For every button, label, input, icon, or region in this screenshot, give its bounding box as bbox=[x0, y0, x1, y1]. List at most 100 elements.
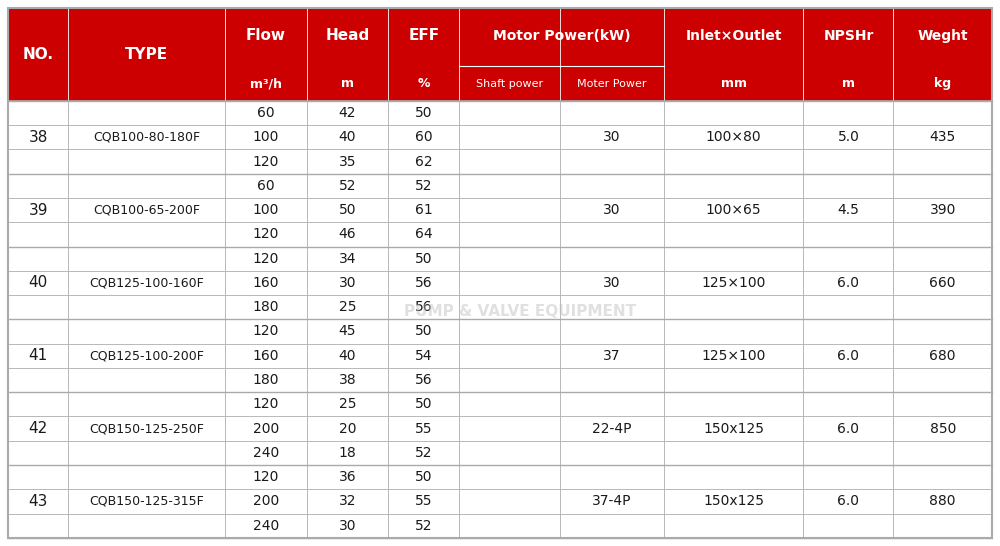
Bar bbox=[307, 465, 388, 489]
Bar bbox=[307, 417, 388, 441]
Bar bbox=[664, 368, 803, 392]
Bar bbox=[225, 295, 307, 319]
Bar bbox=[664, 392, 803, 417]
Bar bbox=[225, 247, 307, 271]
Text: 5.0: 5.0 bbox=[838, 130, 859, 144]
Bar bbox=[307, 295, 388, 319]
Bar bbox=[459, 417, 560, 441]
Bar bbox=[388, 465, 459, 489]
Bar bbox=[459, 271, 560, 295]
Text: 200: 200 bbox=[253, 494, 279, 508]
Bar bbox=[459, 368, 560, 392]
Bar bbox=[893, 295, 992, 319]
Text: 120: 120 bbox=[253, 470, 279, 484]
Bar bbox=[388, 514, 459, 538]
Text: 22-4P: 22-4P bbox=[592, 422, 631, 436]
Text: 45: 45 bbox=[339, 324, 356, 339]
Bar bbox=[225, 319, 307, 343]
Bar bbox=[459, 125, 560, 150]
Text: 55: 55 bbox=[415, 494, 432, 508]
Text: 52: 52 bbox=[415, 519, 432, 533]
Bar bbox=[459, 319, 560, 343]
Bar bbox=[664, 489, 803, 514]
Text: 240: 240 bbox=[253, 519, 279, 533]
Bar bbox=[560, 150, 664, 174]
Bar bbox=[8, 465, 68, 489]
Bar bbox=[560, 392, 664, 417]
Bar bbox=[803, 247, 893, 271]
Bar bbox=[803, 295, 893, 319]
Text: 30: 30 bbox=[339, 276, 356, 290]
Bar bbox=[459, 174, 560, 198]
Text: 40: 40 bbox=[339, 130, 356, 144]
Bar bbox=[893, 198, 992, 222]
Bar bbox=[225, 514, 307, 538]
Bar bbox=[225, 271, 307, 295]
Bar bbox=[68, 125, 225, 150]
Bar bbox=[388, 392, 459, 417]
Bar bbox=[8, 343, 68, 368]
Bar bbox=[803, 465, 893, 489]
Bar bbox=[803, 368, 893, 392]
Bar bbox=[307, 441, 388, 465]
Bar bbox=[307, 8, 388, 101]
Text: 50: 50 bbox=[415, 106, 432, 120]
Bar bbox=[459, 514, 560, 538]
Bar bbox=[307, 489, 388, 514]
Bar bbox=[225, 101, 307, 125]
Text: Inlet×Outlet: Inlet×Outlet bbox=[685, 29, 782, 43]
Bar bbox=[459, 101, 560, 125]
Text: 37: 37 bbox=[603, 349, 620, 363]
Text: 160: 160 bbox=[253, 349, 279, 363]
Bar bbox=[225, 150, 307, 174]
Text: 32: 32 bbox=[339, 494, 356, 508]
Text: 30: 30 bbox=[603, 130, 620, 144]
Bar bbox=[388, 441, 459, 465]
Text: 37-4P: 37-4P bbox=[592, 494, 631, 508]
Bar bbox=[664, 150, 803, 174]
Bar bbox=[459, 441, 560, 465]
Text: PUMP & VALVE EQUIPMENT: PUMP & VALVE EQUIPMENT bbox=[404, 304, 636, 319]
Text: 200: 200 bbox=[253, 422, 279, 436]
Text: 56: 56 bbox=[415, 276, 433, 290]
Bar bbox=[893, 174, 992, 198]
Bar bbox=[560, 174, 664, 198]
Bar bbox=[893, 392, 992, 417]
Text: 56: 56 bbox=[415, 373, 433, 387]
Bar bbox=[388, 150, 459, 174]
Text: m³/h: m³/h bbox=[250, 78, 282, 91]
Bar bbox=[307, 125, 388, 150]
Text: 680: 680 bbox=[929, 349, 956, 363]
Bar bbox=[459, 198, 560, 222]
Bar bbox=[307, 514, 388, 538]
Bar bbox=[225, 392, 307, 417]
Bar bbox=[893, 101, 992, 125]
Bar bbox=[307, 150, 388, 174]
Text: 120: 120 bbox=[253, 155, 279, 169]
Text: 850: 850 bbox=[930, 422, 956, 436]
Bar bbox=[459, 295, 560, 319]
Text: m: m bbox=[842, 78, 855, 91]
Bar bbox=[68, 271, 225, 295]
Text: 120: 120 bbox=[253, 397, 279, 411]
Text: 6.0: 6.0 bbox=[837, 349, 859, 363]
Bar bbox=[307, 101, 388, 125]
Bar bbox=[560, 343, 664, 368]
Bar bbox=[560, 514, 664, 538]
Text: CQB125-100-160F: CQB125-100-160F bbox=[89, 276, 204, 289]
Text: 43: 43 bbox=[28, 494, 48, 509]
Bar bbox=[560, 465, 664, 489]
Text: 34: 34 bbox=[339, 252, 356, 266]
Bar bbox=[803, 441, 893, 465]
Text: 40: 40 bbox=[29, 275, 48, 290]
Bar bbox=[68, 198, 225, 222]
Bar bbox=[459, 150, 560, 174]
Bar bbox=[307, 319, 388, 343]
Text: 100×80: 100×80 bbox=[706, 130, 761, 144]
Bar bbox=[560, 271, 664, 295]
Bar bbox=[8, 247, 68, 271]
Bar bbox=[8, 222, 68, 247]
Bar bbox=[8, 174, 68, 198]
Text: 61: 61 bbox=[415, 203, 433, 217]
Text: 60: 60 bbox=[257, 106, 275, 120]
